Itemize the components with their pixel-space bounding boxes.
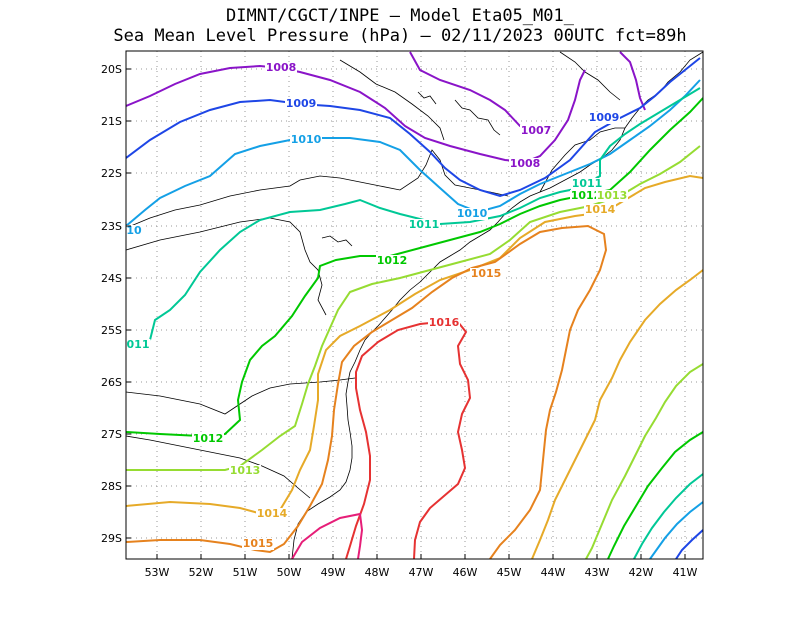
contour-label-bg [125, 339, 151, 351]
contour-east-1012 [607, 431, 703, 559]
lon-tick-label: 45W [497, 566, 522, 579]
lat-tick-label: 23S [101, 220, 122, 233]
contour-1014-east [531, 269, 703, 559]
lat-tick-label: 28S [101, 480, 122, 493]
latitude-ticks: 20S 21S 22S 23S 24S 25S 26S 27S 28S 29S [101, 63, 131, 545]
contour-1017 [291, 512, 364, 559]
contour-1009 [126, 57, 701, 198]
contour-label: 1007 [521, 124, 552, 137]
lat-tick-label: 24S [101, 272, 122, 285]
contour-label: 1012 [377, 254, 408, 267]
contour-label-bg [265, 62, 297, 74]
lat-tick-label: 22S [101, 167, 122, 180]
contour-label-bg [242, 538, 274, 550]
longitude-ticks: 53W 52W 51W 50W 49W 48W 47W 46W 45W 44W 43W 42W 41W [145, 554, 698, 579]
lon-tick-label: 49W [321, 566, 346, 579]
contour-east-1013 [585, 363, 703, 559]
contour-label-bg [470, 268, 502, 280]
state-border-ms [126, 217, 327, 316]
lon-tick-label: 51W [233, 566, 258, 579]
lon-tick-label: 41W [673, 566, 698, 579]
map-title-line2: Sea Mean Level Pressure (hPa) – 02/11/20… [113, 26, 687, 46]
contour-1016 [345, 321, 472, 559]
contour-label-bg [125, 225, 143, 237]
contour-label-bg [520, 125, 552, 137]
contour-label-bg [376, 255, 408, 267]
state-border-ne [559, 51, 621, 101]
contour-1011 [149, 87, 701, 341]
contour-1008 [126, 64, 586, 164]
contour-1007 [409, 51, 531, 133]
contour-label-bg [229, 465, 261, 477]
contour-east-1011 [633, 473, 703, 559]
state-border-mg-sp [126, 149, 509, 229]
lon-tick-label: 48W [365, 566, 390, 579]
contour-1015 [126, 224, 608, 559]
contour-label: 1008 [266, 61, 297, 74]
contour-label: 1009 [286, 97, 317, 110]
lon-tick-label: 44W [541, 566, 566, 579]
reservoir-1 [454, 99, 501, 136]
contour-label: 1014 [585, 203, 616, 216]
contour-label-bg [256, 508, 288, 520]
contour-label: 1015 [243, 537, 274, 550]
lat-tick-label: 21S [101, 115, 122, 128]
contour-label-bg [509, 158, 541, 170]
lon-tick-label: 43W [585, 566, 610, 579]
contour-label: 011 [127, 338, 150, 351]
lat-tick-label: 26S [101, 376, 122, 389]
lat-tick-label: 27S [101, 428, 122, 441]
contour-label-bg [596, 190, 628, 202]
contour-label-bg [192, 433, 224, 445]
contour-label-bg [570, 190, 602, 202]
contour-label-bg [456, 208, 488, 220]
reservoir-2 [417, 91, 437, 105]
lat-tick-label: 20S [101, 63, 122, 76]
contour-label: 1008 [510, 157, 541, 170]
state-border-pr-sc [126, 377, 356, 415]
lat-tick-label: 29S [101, 532, 122, 545]
lon-tick-label: 50W [277, 566, 302, 579]
map-title-line1: DIMNT/CGCT/INPE – Model Eta05_M01_ [226, 6, 574, 26]
contour-1008-right [619, 51, 646, 111]
contour-label-bg [285, 98, 317, 110]
lon-tick-label: 42W [629, 566, 654, 579]
contour-label-bg [588, 112, 620, 124]
contour-label-bg [428, 317, 460, 329]
contour-label: 1013 [597, 189, 628, 202]
contour-label-bg [571, 178, 603, 190]
lat-tick-label: 25S [101, 324, 122, 337]
contour-east-1009 [675, 529, 703, 559]
lon-tick-label: 53W [145, 566, 170, 579]
contour-label-bg [584, 204, 616, 216]
contour-label: 1010 [457, 207, 488, 220]
contour-label: 1014 [257, 507, 288, 520]
contour-label: 1012 [193, 432, 224, 445]
reservoir-3 [321, 235, 353, 247]
state-border-sc-rs [126, 435, 311, 499]
contour-label: 1009 [589, 111, 620, 124]
contour-label-bg [408, 219, 440, 231]
state-border-es [539, 127, 625, 193]
state-border-north [339, 59, 445, 141]
contour-label: 1015 [471, 267, 502, 280]
lon-tick-label: 47W [409, 566, 434, 579]
contour-label: 1011 [572, 177, 603, 190]
contour-east-1010 [649, 501, 703, 559]
contour-label: 10 [126, 224, 142, 237]
lon-tick-label: 52W [189, 566, 214, 579]
contour-label: 1016 [429, 316, 460, 329]
contour-label: 1013 [230, 464, 261, 477]
lon-tick-label: 46W [453, 566, 478, 579]
map-frame [125, 50, 704, 560]
contour-1010 [126, 79, 701, 227]
coastline [291, 51, 703, 559]
contour-label: 1010 [291, 133, 322, 146]
contour-label: 1011 [409, 218, 440, 231]
contour-label: 1012 [571, 189, 602, 202]
contour-label-bg [290, 134, 322, 146]
